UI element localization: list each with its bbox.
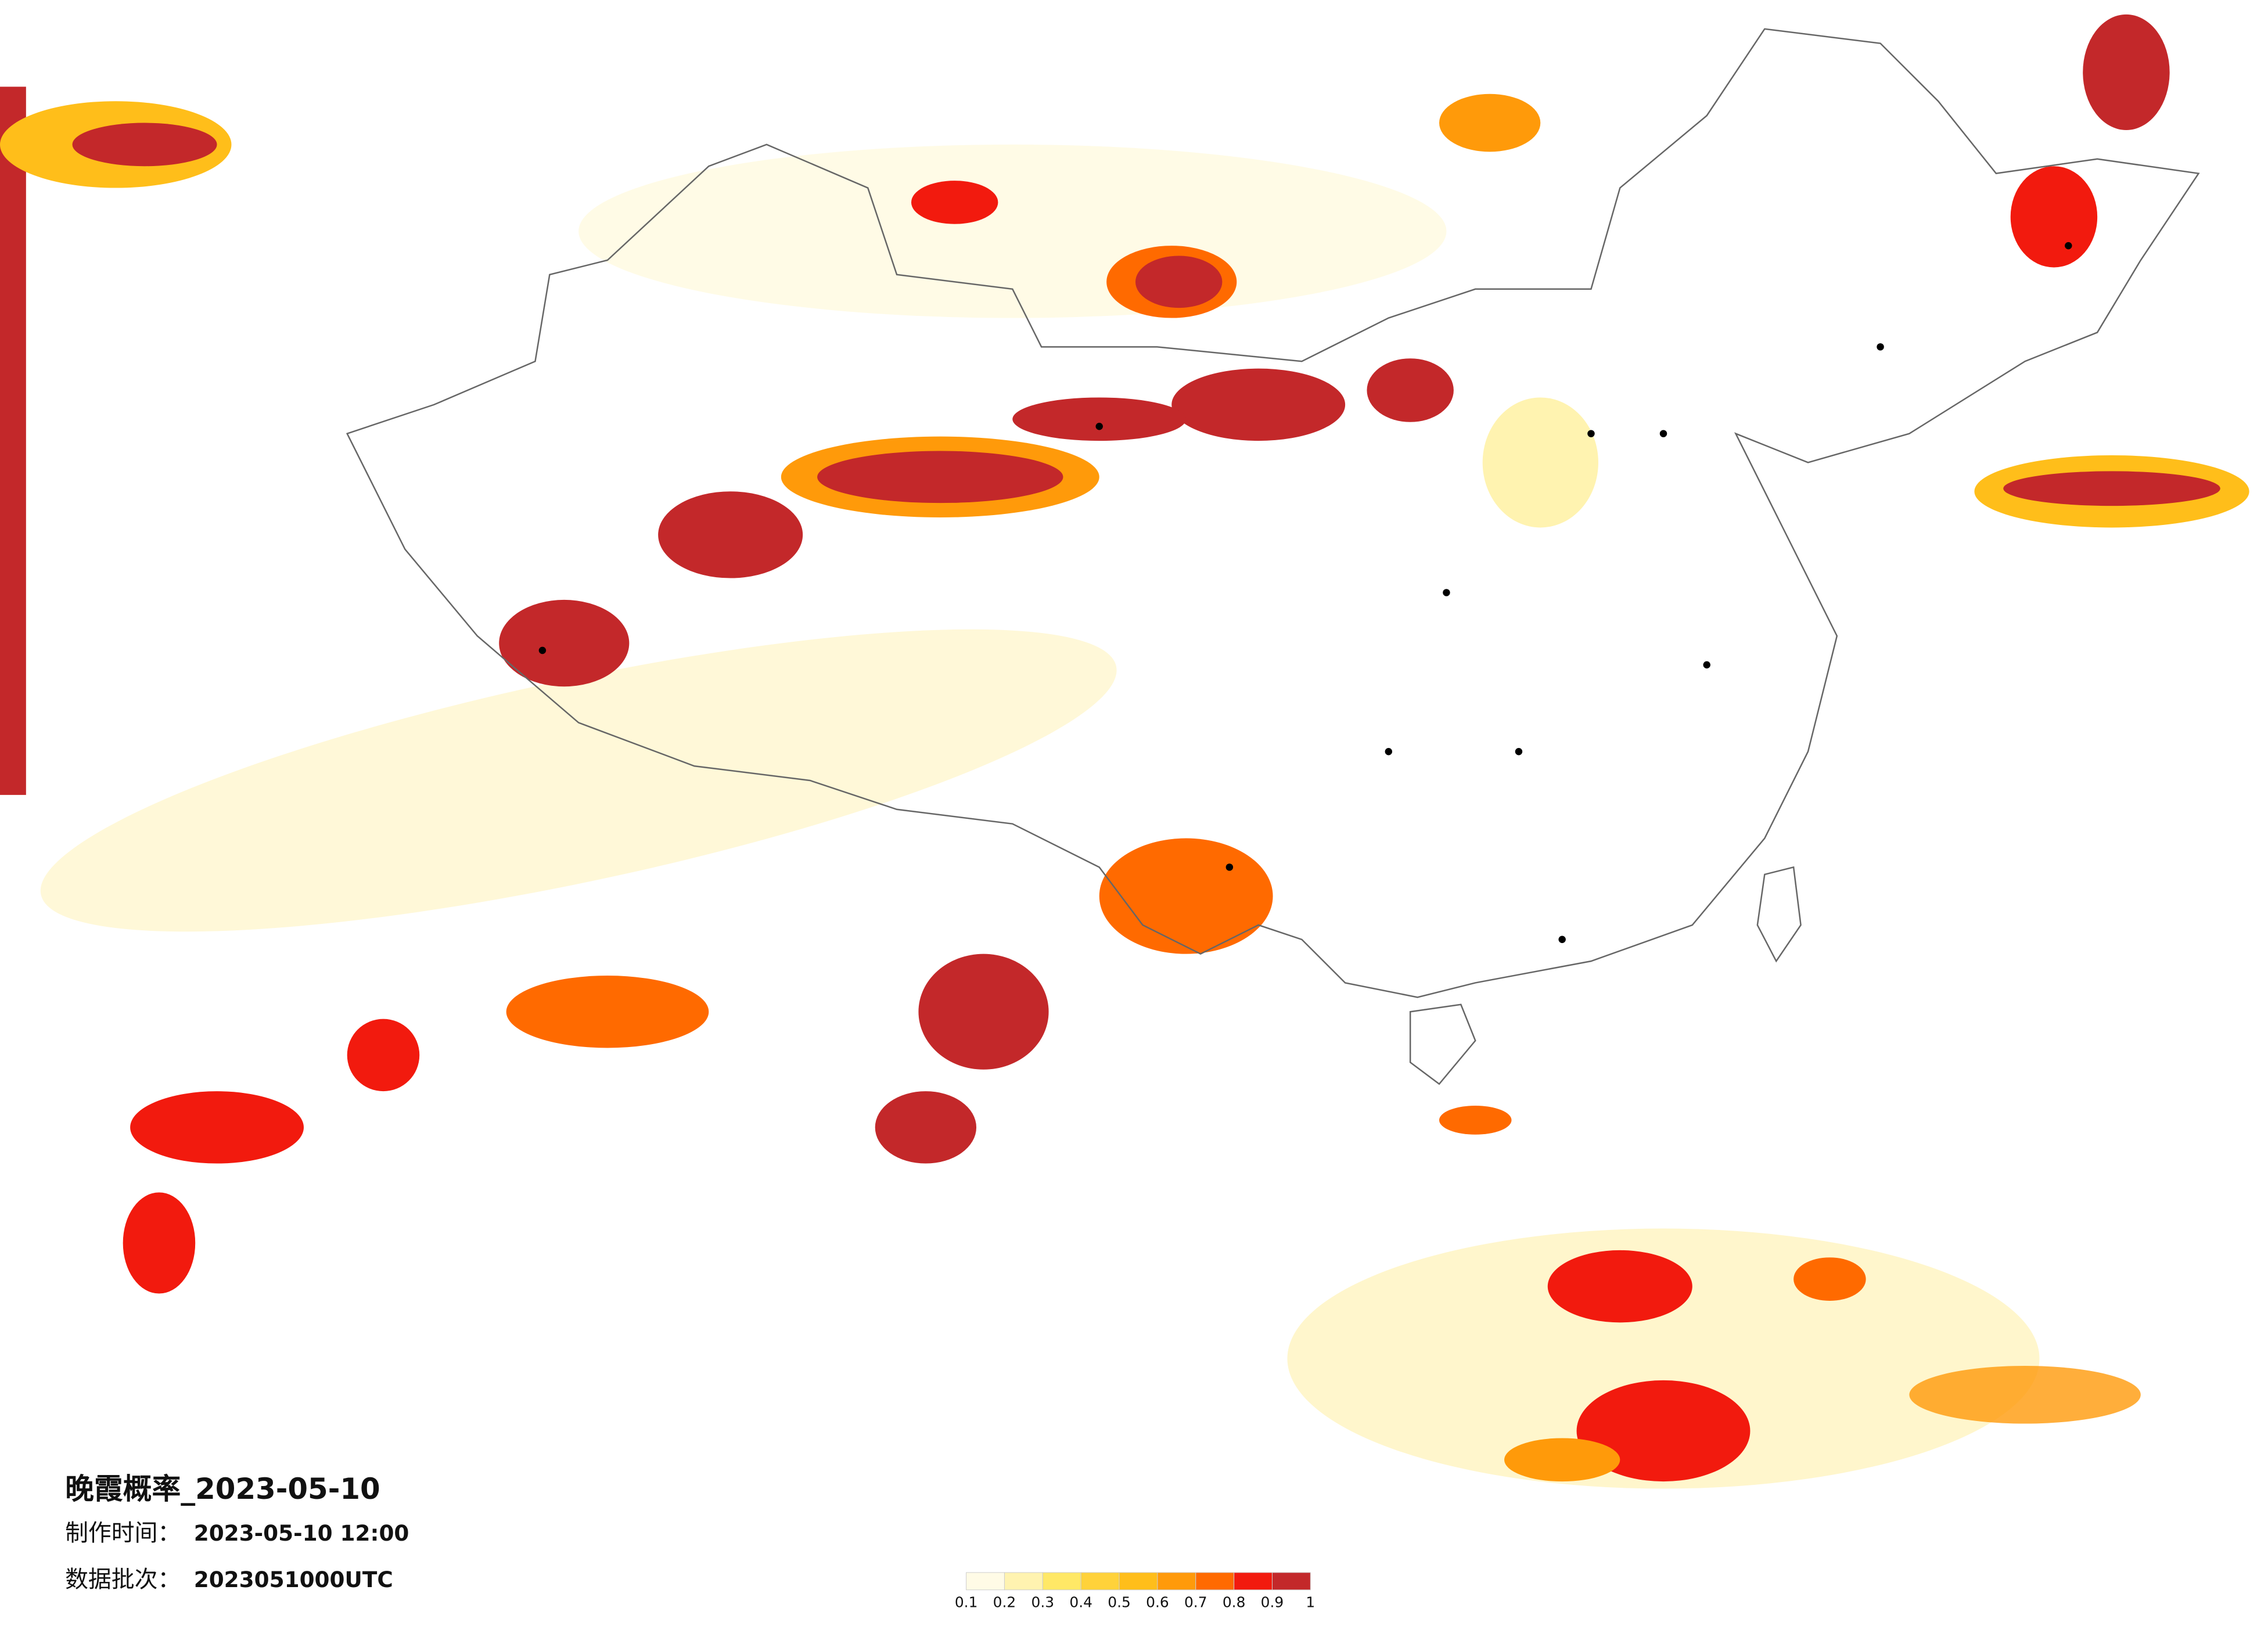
colorbar-tick-label: 1 bbox=[1306, 1594, 1315, 1611]
city-dots bbox=[538, 242, 2072, 943]
colorbar-tick-label: 0.1 bbox=[955, 1594, 978, 1611]
country-outline bbox=[346, 28, 2200, 998]
colorbar-tick-label: 0.4 bbox=[1069, 1594, 1092, 1611]
colorbar-tick-label: 0.2 bbox=[993, 1594, 1016, 1611]
colorbar-bin bbox=[1271, 1572, 1311, 1591]
title: 晚霞概率_2023-05-10 bbox=[65, 1472, 380, 1506]
probability-field bbox=[0, 14, 2249, 1489]
batch-label: 数据批次： bbox=[65, 1566, 181, 1593]
colorbar-bin bbox=[966, 1572, 1005, 1591]
colorbar-tick-label: 0.7 bbox=[1184, 1594, 1207, 1611]
island-outline bbox=[1409, 866, 1802, 1085]
made-time: 2023-05-10 12:00 bbox=[194, 1520, 409, 1546]
colorbar-tick-label: 0.9 bbox=[1261, 1594, 1284, 1611]
colorbar-bin bbox=[1157, 1572, 1196, 1591]
colorbar-tick-label: 0.5 bbox=[1108, 1594, 1131, 1611]
colorbar-tick-label: 0.6 bbox=[1146, 1594, 1169, 1611]
colorbar-bin bbox=[1042, 1572, 1081, 1591]
colorbar: 0.1 0.2 0.3 0.4 0.5 0.6 0.7 0.8 0.9 1 bbox=[955, 1572, 1315, 1611]
colorbar-bin bbox=[1195, 1572, 1235, 1591]
batch: 2023051000UTC bbox=[194, 1567, 393, 1592]
colorbar-bin bbox=[1234, 1572, 1273, 1591]
colorbar-bin bbox=[1004, 1572, 1043, 1591]
colorbar-tick-label: 0.8 bbox=[1223, 1594, 1246, 1611]
colorbar-bin bbox=[1080, 1572, 1120, 1591]
made-time-label: 制作时间： bbox=[65, 1520, 181, 1546]
colorbar-tick-label: 0.3 bbox=[1031, 1594, 1055, 1611]
colorbar-bin bbox=[1119, 1572, 1158, 1591]
